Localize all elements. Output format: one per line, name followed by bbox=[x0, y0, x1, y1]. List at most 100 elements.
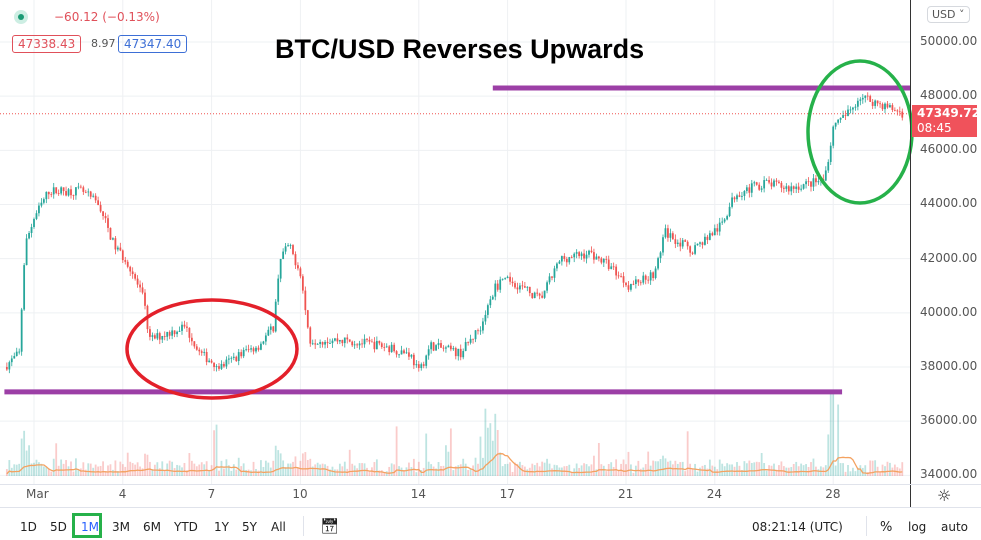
volume-bar bbox=[743, 461, 746, 476]
candle-body bbox=[600, 258, 603, 263]
candle-body bbox=[753, 182, 756, 184]
volume-bar bbox=[454, 466, 457, 476]
volume-bar bbox=[644, 464, 647, 476]
volume-bar bbox=[319, 464, 322, 476]
candle-body bbox=[546, 282, 548, 291]
utc-clock[interactable]: 08:21:14 (UTC) bbox=[752, 520, 843, 534]
candle-body bbox=[504, 278, 507, 279]
percent-scale-button[interactable]: % bbox=[880, 520, 893, 535]
candle-body bbox=[647, 279, 650, 281]
currency-selector[interactable]: USD ˅ bbox=[927, 6, 970, 23]
calendar-goto-icon[interactable]: 📅︎ bbox=[320, 517, 340, 535]
candle-body bbox=[770, 182, 773, 187]
range-button-5d[interactable]: 5D bbox=[50, 520, 67, 534]
volume-bar bbox=[163, 470, 166, 476]
volume-bar bbox=[368, 471, 371, 476]
volume-bar bbox=[837, 404, 840, 476]
volume-bar bbox=[304, 452, 307, 476]
candle-body bbox=[768, 180, 770, 183]
price-tick-label: 34000.00 bbox=[920, 467, 978, 482]
volume-bar bbox=[158, 468, 161, 476]
range-button-ytd[interactable]: YTD bbox=[174, 520, 198, 534]
volume-bar bbox=[112, 469, 114, 476]
candle-body bbox=[479, 330, 482, 332]
candle-body bbox=[506, 276, 509, 279]
volume-bar bbox=[526, 469, 529, 476]
low-range-ellipse[interactable] bbox=[125, 298, 299, 400]
volume-bar bbox=[605, 471, 608, 476]
volume-bar bbox=[242, 463, 245, 476]
candle-body bbox=[190, 337, 193, 342]
candle-body bbox=[526, 286, 529, 288]
range-button-1m[interactable]: 1M bbox=[81, 520, 99, 534]
current-price-badge: 47349.72 08:45 bbox=[912, 105, 980, 137]
range-button-3m[interactable]: 3M bbox=[112, 520, 130, 534]
candle-body bbox=[575, 252, 578, 254]
candle-body bbox=[316, 343, 319, 345]
volume-bar bbox=[856, 467, 859, 476]
volume-bar bbox=[72, 471, 75, 476]
log-scale-button[interactable]: log bbox=[908, 520, 927, 534]
volume-bar bbox=[65, 460, 67, 476]
volume-bar bbox=[671, 464, 674, 476]
high-breakout-ellipse[interactable] bbox=[806, 59, 914, 205]
candle-body bbox=[699, 242, 701, 244]
volume-bar bbox=[309, 458, 312, 476]
range-button-5y[interactable]: 5Y bbox=[242, 520, 257, 534]
volume-bar bbox=[657, 461, 659, 476]
volume-bar bbox=[506, 463, 509, 476]
candle-body bbox=[716, 228, 719, 232]
candle-body bbox=[287, 245, 289, 247]
candle-body bbox=[356, 344, 359, 346]
candle-body bbox=[501, 278, 504, 280]
volume-bar bbox=[741, 470, 743, 476]
candle-body bbox=[420, 364, 423, 369]
candle-body bbox=[79, 186, 82, 188]
volume-bar bbox=[230, 470, 233, 476]
candle-body bbox=[227, 358, 230, 360]
candle-body bbox=[736, 195, 738, 200]
volume-bar bbox=[264, 460, 267, 476]
candle-body bbox=[738, 195, 741, 197]
volume-bar bbox=[109, 464, 112, 476]
candle-body bbox=[210, 360, 213, 363]
candle-body bbox=[393, 344, 396, 352]
volume-bar bbox=[662, 455, 664, 476]
volume-bar bbox=[161, 461, 164, 476]
range-button-all[interactable]: All bbox=[271, 520, 286, 534]
volume-bar bbox=[176, 464, 178, 476]
range-button-6m[interactable]: 6M bbox=[143, 520, 161, 534]
range-button-1y[interactable]: 1Y bbox=[214, 520, 229, 534]
bar-countdown: 08:45 bbox=[917, 121, 952, 135]
volume-bar bbox=[445, 445, 447, 476]
candle-body bbox=[578, 252, 581, 257]
candle-body bbox=[200, 351, 203, 353]
candle-body bbox=[790, 186, 793, 192]
volume-bar bbox=[548, 463, 551, 476]
candle-body bbox=[523, 286, 526, 288]
candle-body bbox=[871, 101, 874, 106]
volume-bar bbox=[622, 459, 625, 476]
candle-body bbox=[856, 100, 859, 107]
volume-bar bbox=[610, 462, 613, 476]
volume-bar bbox=[869, 460, 872, 476]
sell-price-button[interactable]: 47338.43 bbox=[12, 35, 82, 53]
volume-bar bbox=[343, 461, 346, 476]
volume-bar bbox=[509, 462, 511, 476]
candle-body bbox=[462, 351, 465, 358]
settings-gear-icon[interactable]: ☼ bbox=[937, 486, 952, 505]
volume-bar bbox=[879, 472, 881, 476]
volume-bar bbox=[287, 463, 289, 476]
volume-bar bbox=[442, 465, 445, 476]
candle-body bbox=[230, 357, 233, 359]
volume-bar bbox=[156, 462, 159, 476]
buy-price-button[interactable]: 47347.40 bbox=[118, 35, 188, 53]
candle-body bbox=[671, 233, 674, 240]
candle-body bbox=[630, 283, 632, 290]
candle-body bbox=[486, 305, 489, 315]
auto-scale-button[interactable]: auto bbox=[941, 520, 969, 534]
volume-bar bbox=[102, 461, 104, 476]
range-button-1d[interactable]: 1D bbox=[20, 520, 37, 534]
volume-bar bbox=[18, 463, 21, 476]
price-chart[interactable] bbox=[0, 0, 981, 507]
